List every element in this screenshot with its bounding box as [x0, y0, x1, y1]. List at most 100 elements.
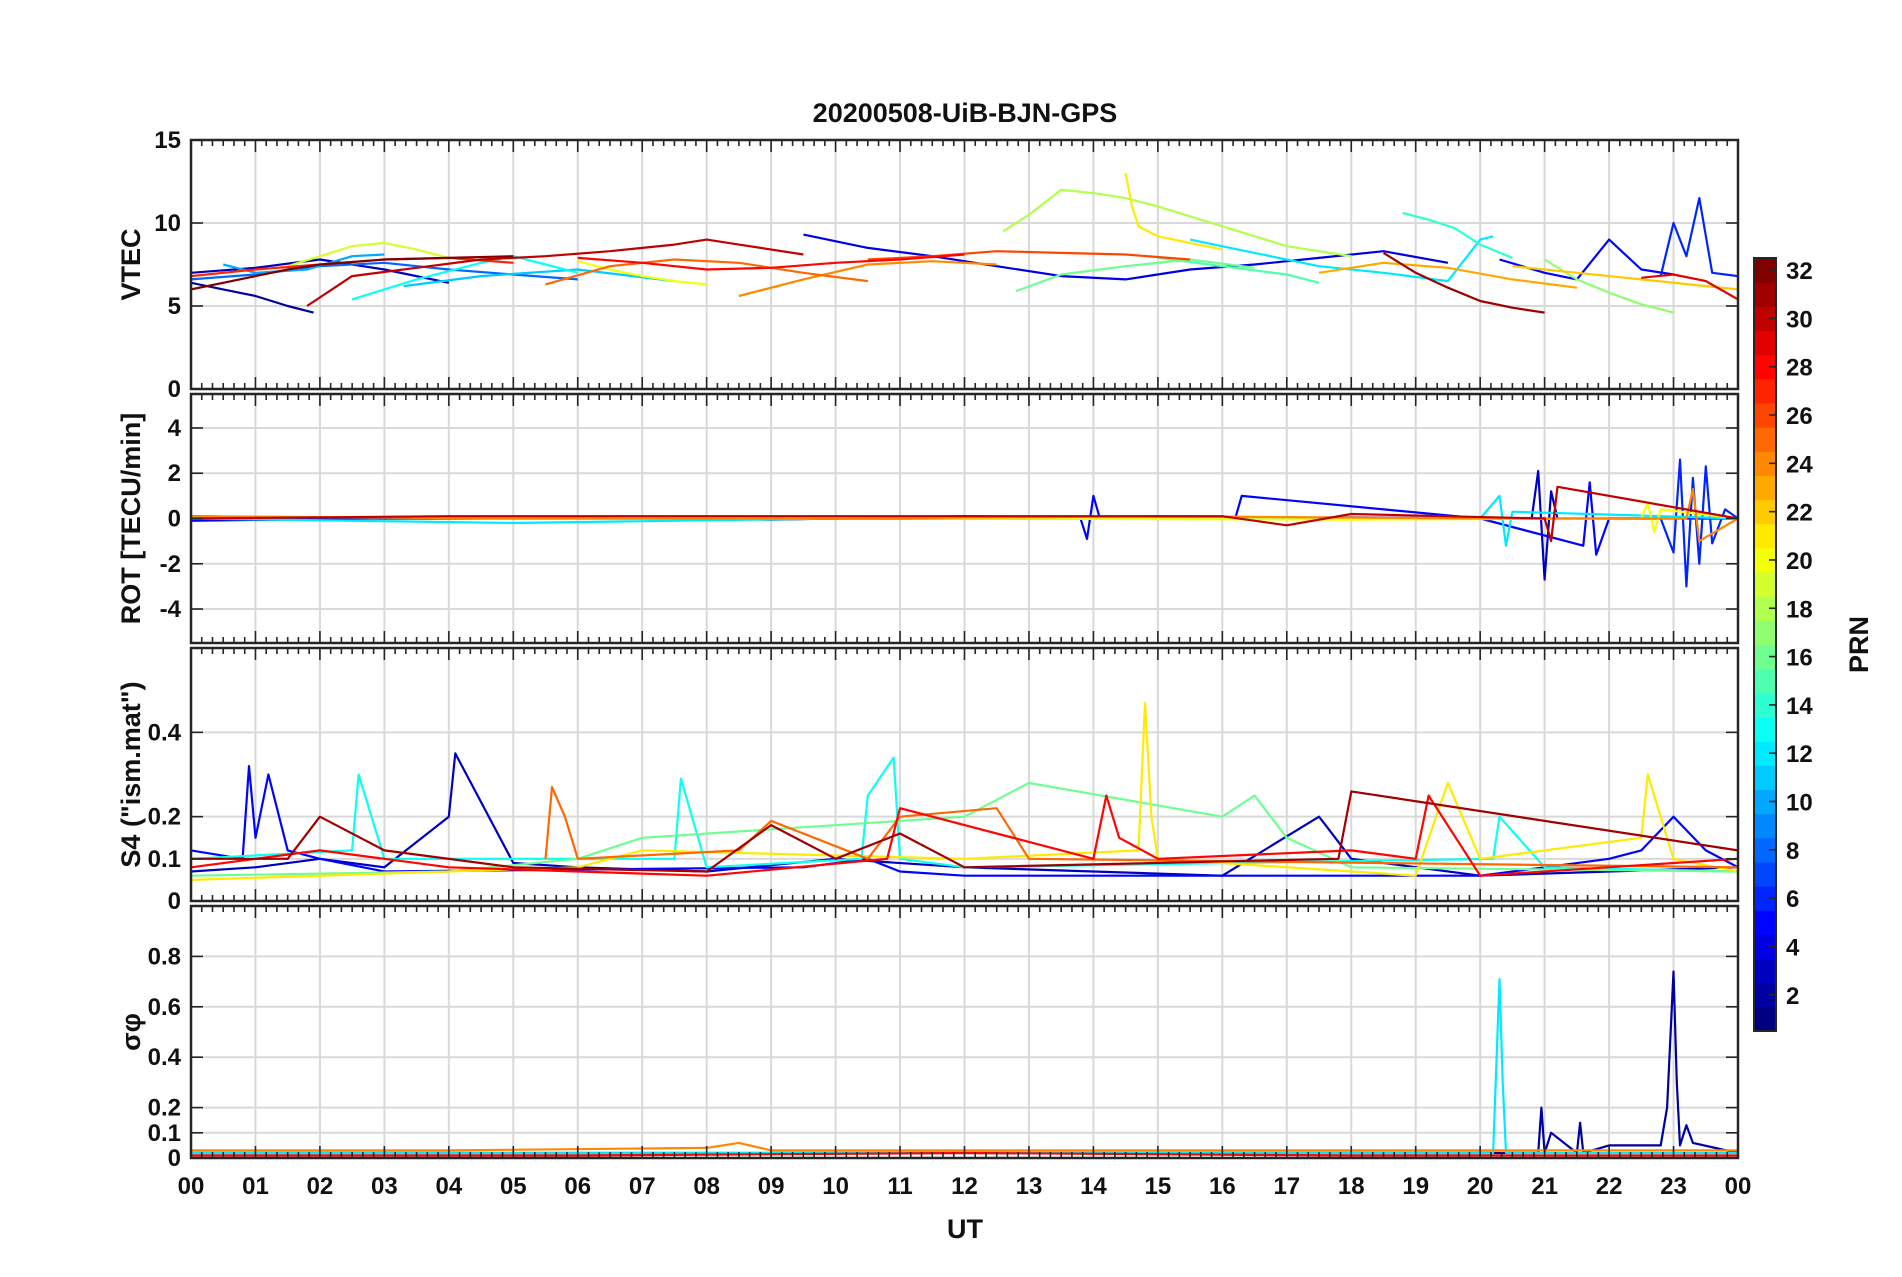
series-line-prn-30: [191, 485, 1738, 543]
y-tick-label: 5: [168, 293, 181, 320]
panel-frame: [189, 392, 1740, 645]
x-tick-label: 00: [178, 1173, 205, 1200]
series-line-prn-28: [191, 794, 1738, 877]
series-line-prn-24: [191, 488, 1738, 543]
colorbar-band: [1754, 644, 1776, 670]
series-line-prn-11: [403, 268, 675, 288]
colorbar-band: [1754, 523, 1776, 549]
x-tick-label: 22: [1596, 1173, 1623, 1200]
series-line-prn-31: [1382, 251, 1545, 314]
y-tick-label: 0: [168, 376, 181, 403]
x-tick-label: 00: [1725, 1173, 1752, 1200]
colorbar-tick-label: 30: [1786, 306, 1813, 333]
x-tick-label: 07: [629, 1173, 656, 1200]
x-tick-label: 21: [1531, 1173, 1558, 1200]
series-line-prn-15: [1157, 256, 1320, 284]
colorbar-band: [1754, 789, 1776, 815]
colorbar-tick-label: 8: [1786, 838, 1799, 865]
series-line-prn-5: [1499, 238, 1674, 281]
series-line-prn-23: [1318, 261, 1578, 289]
colorbar-band: [1754, 402, 1776, 428]
colorbar-band: [1754, 572, 1776, 597]
y-tick-label: 0: [168, 1145, 181, 1172]
x-tick-label: 08: [693, 1173, 720, 1200]
colorbar-tick-label: 12: [1786, 741, 1813, 768]
panel-vtec: 0 5 10 15 VTEC: [116, 127, 1740, 403]
colorbar-band: [1754, 716, 1776, 742]
y-tick-label: 0.2: [148, 1095, 181, 1122]
colorbar-label: PRN: [1844, 616, 1874, 673]
y-tick-label: 0.6: [148, 994, 181, 1021]
y-tick-label: -4: [160, 596, 182, 623]
series-line-prn-6: [1659, 197, 1738, 278]
x-axis-title: UT: [947, 1214, 983, 1244]
colorbar-band: [1754, 668, 1776, 694]
colorbar-band: [1754, 813, 1776, 839]
panel-sigma: 00.10.2 0.4 0.6 0.8 σφ 00 01 02 03 04 05 06 07 08 09 10…: [116, 904, 1752, 1200]
y-tick-label: 0.4: [148, 719, 182, 746]
x-tick-label: 15: [1145, 1173, 1172, 1200]
colorbar-tick-label: 20: [1786, 548, 1813, 575]
x-tick-label: 10: [822, 1173, 849, 1200]
panel-frame: [189, 904, 1740, 1160]
series-line-prn-32: [191, 255, 514, 291]
colorbar-band: [1754, 861, 1776, 887]
colorbar-band: [1754, 886, 1776, 911]
series-line-prn-24: [738, 260, 997, 298]
x-tick-label: 06: [564, 1173, 591, 1200]
x-tick-label: 11: [887, 1173, 912, 1200]
x-tick-label: 16: [1209, 1173, 1236, 1200]
series-line-prn-30: [306, 238, 804, 307]
series-line-prn-3: [191, 258, 450, 284]
colorbar-tick-label: 26: [1786, 403, 1813, 430]
y-tick-label: 0.1: [148, 1120, 181, 1147]
y-tick-label: 0.1: [148, 846, 181, 873]
colorbar-band: [1754, 934, 1776, 960]
y-tick-label: 0: [168, 888, 181, 915]
colorbar-band: [1754, 1006, 1776, 1032]
series-line-prn-18: [1002, 188, 1352, 258]
y-axis-title-s4: S4 ("ism.mat"): [116, 681, 146, 867]
y-tick-label: 15: [154, 127, 181, 154]
colorbar-band: [1754, 354, 1776, 380]
colorbar-frame: [1753, 257, 1777, 1032]
series-line-prn-29: [1641, 273, 1738, 301]
y-tick-label: 10: [154, 210, 181, 237]
x-tick-label: 20: [1467, 1173, 1494, 1200]
x-tick-label: 09: [758, 1173, 785, 1200]
series-group: [191, 172, 1738, 314]
x-tick-label: 18: [1338, 1173, 1365, 1200]
y-tick-label: 4: [168, 415, 182, 442]
colorbar-tick-label: 2: [1786, 983, 1799, 1010]
series-line-prn-2: [191, 281, 314, 314]
series-group: [191, 458, 1738, 588]
y-tick-label: 0.4: [148, 1044, 182, 1071]
y-tick-label: 0: [168, 506, 181, 533]
colorbar-tick-label: 28: [1786, 355, 1813, 382]
x-tick-label: 12: [951, 1173, 978, 1200]
colorbar-band: [1754, 982, 1776, 1008]
series-line-prn-4: [803, 233, 1449, 281]
colorbar-band: [1754, 837, 1776, 863]
series-group: [191, 701, 1738, 881]
colorbar-band: [1754, 692, 1776, 718]
colorbar-band: [1754, 910, 1776, 935]
series-line-prn-31: [191, 790, 1738, 873]
y-tick-label: -2: [160, 551, 181, 578]
x-tick-label: 23: [1660, 1173, 1687, 1200]
colorbar-band: [1754, 427, 1776, 452]
series-line-prn-13: [191, 756, 1738, 873]
panel-s4: 0 0.1 0.2 0.4S4 ("ism.mat"): [116, 646, 1740, 915]
y-tick-label: 0.8: [148, 943, 181, 970]
colorbar-tick-label: 14: [1786, 693, 1813, 720]
x-tick-label: 13: [1016, 1173, 1043, 1200]
colorbar-band: [1754, 620, 1776, 646]
series-line-prn-20: [577, 260, 707, 286]
colorbar-band: [1754, 378, 1776, 404]
panel-rot: -4 -2 0 2 4 ROT [TECU/min]: [116, 392, 1740, 645]
colorbar-tick-label: 4: [1786, 934, 1800, 961]
